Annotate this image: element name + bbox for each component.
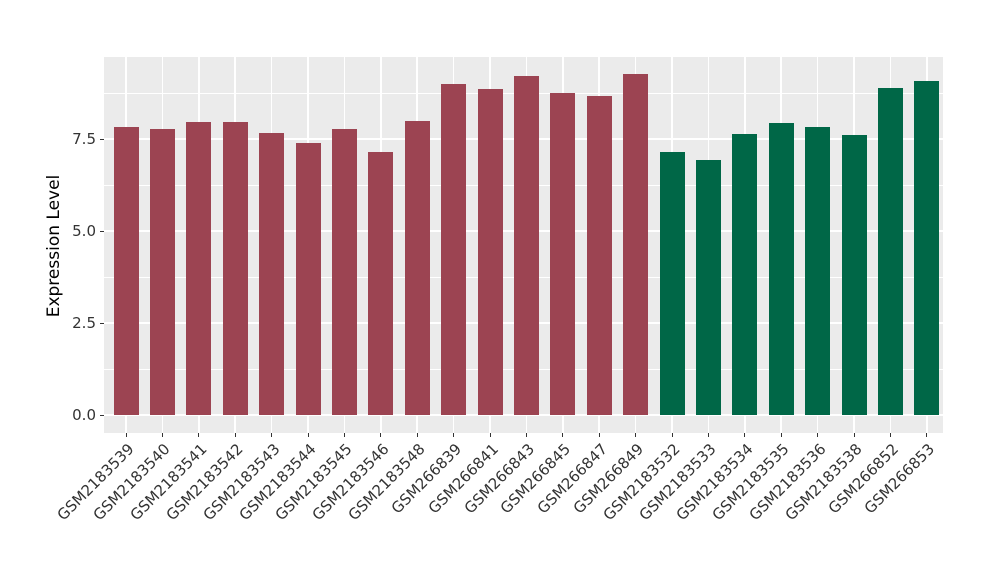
x-tick-mark xyxy=(817,433,819,437)
bar-GSM266845 xyxy=(550,93,576,416)
bar-GSM2183535 xyxy=(768,123,794,416)
x-tick-mark xyxy=(525,433,527,437)
y-axis-title: Expression Level xyxy=(44,174,64,318)
x-tick-mark xyxy=(598,433,600,437)
bar-GSM2183533 xyxy=(695,160,721,416)
bar-GSM2183545 xyxy=(331,128,357,416)
y-tick-label: 0.0 xyxy=(72,406,96,425)
y-tick-mark xyxy=(100,415,104,417)
x-tick-mark xyxy=(671,433,673,437)
bar-GSM266841 xyxy=(477,88,503,416)
x-tick-mark xyxy=(926,433,928,437)
bar-GSM266843 xyxy=(513,75,539,416)
bar-GSM2183538 xyxy=(841,134,867,416)
y-tick-mark xyxy=(100,139,104,141)
bar-GSM2183548 xyxy=(404,121,430,416)
x-tick-mark xyxy=(780,433,782,437)
x-tick-mark xyxy=(562,433,564,437)
x-tick-mark xyxy=(343,433,345,437)
bar-GSM2183541 xyxy=(186,122,212,416)
major-gridline xyxy=(104,414,943,417)
x-tick-mark xyxy=(416,433,418,437)
bar-GSM2183540 xyxy=(149,128,175,416)
x-tick-mark xyxy=(198,433,200,437)
y-tick-mark xyxy=(100,323,104,325)
y-tick-mark xyxy=(100,231,104,233)
bar-GSM266853 xyxy=(914,81,940,416)
bar-GSM266847 xyxy=(586,95,612,416)
x-tick-mark xyxy=(889,433,891,437)
bar-GSM2183546 xyxy=(368,151,394,416)
x-tick-mark xyxy=(853,433,855,437)
x-tick-mark xyxy=(635,433,637,437)
x-tick-mark xyxy=(489,433,491,437)
bar-GSM2183542 xyxy=(222,122,248,416)
x-tick-mark xyxy=(271,433,273,437)
x-tick-mark xyxy=(744,433,746,437)
x-tick-mark xyxy=(380,433,382,437)
y-tick-label: 5.0 xyxy=(72,222,96,241)
bar-GSM2183543 xyxy=(259,133,285,416)
bar-GSM2183539 xyxy=(113,126,139,416)
bar-GSM266852 xyxy=(877,87,903,416)
bar-GSM2183532 xyxy=(659,151,685,416)
bar-GSM2183544 xyxy=(295,143,321,416)
x-tick-mark xyxy=(234,433,236,437)
bar-GSM266839 xyxy=(441,84,467,416)
x-tick-mark xyxy=(125,433,127,437)
y-tick-label: 7.5 xyxy=(72,130,96,149)
x-tick-mark xyxy=(161,433,163,437)
bar-GSM2183536 xyxy=(805,126,831,416)
x-tick-mark xyxy=(453,433,455,437)
x-tick-mark xyxy=(707,433,709,437)
bar-GSM266849 xyxy=(623,74,649,416)
plot-panel xyxy=(104,57,943,433)
bar-GSM2183534 xyxy=(732,133,758,416)
x-tick-mark xyxy=(307,433,309,437)
y-tick-label: 2.5 xyxy=(72,314,96,333)
